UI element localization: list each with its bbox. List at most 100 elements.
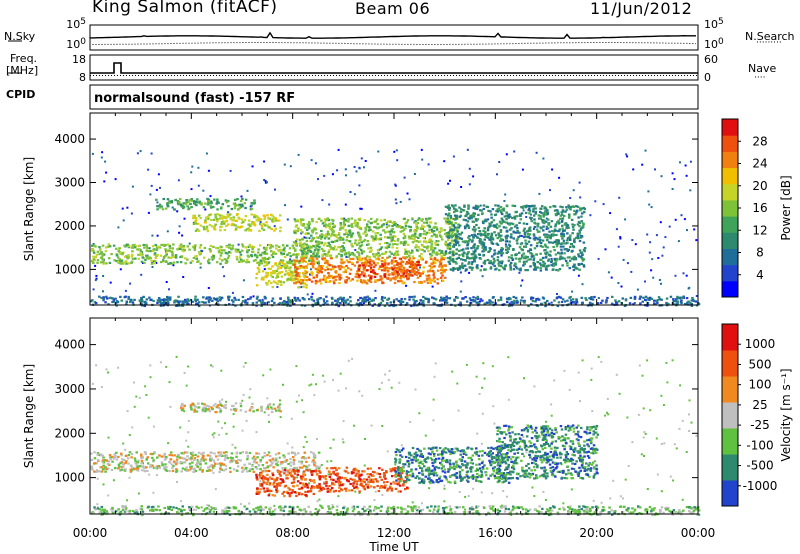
heatmap-cell: [117, 256, 120, 259]
heatmap-cell: [279, 251, 283, 254]
heatmap-cell: [151, 456, 154, 459]
heatmap-cell: [290, 262, 293, 265]
heatmap-cell: [155, 188, 158, 191]
heatmap-cell: [569, 238, 572, 241]
heatmap-cell: [233, 207, 237, 210]
heatmap-cell: [428, 225, 431, 229]
heatmap-cell: [366, 255, 369, 258]
heatmap-cell: [288, 260, 291, 263]
heatmap-cell: [126, 243, 129, 246]
heatmap-cell: [323, 302, 327, 305]
heatmap-cell: [204, 202, 207, 205]
heatmap-cell: [470, 253, 474, 256]
heatmap-cell: [229, 213, 232, 216]
heatmap-cell: [326, 244, 329, 247]
heatmap-cell: [448, 262, 452, 265]
heatmap-cell: [491, 301, 494, 304]
heatmap-cell: [301, 297, 305, 300]
heatmap-cell: [305, 275, 309, 278]
heatmap-cell: [430, 267, 433, 270]
heatmap-cell: [225, 454, 229, 457]
heatmap-cell: [350, 224, 353, 227]
heatmap-cell: [94, 255, 97, 259]
heatmap-cell: [590, 378, 593, 381]
heatmap-cell: [638, 297, 642, 300]
heatmap-cell: [236, 208, 240, 211]
heatmap-cell: [281, 460, 284, 464]
heatmap-cell: [419, 272, 423, 275]
heatmap-cell: [290, 417, 293, 420]
heatmap-cell: [161, 464, 164, 467]
heatmap-cell: [127, 454, 131, 457]
heatmap-cell: [209, 458, 212, 461]
heatmap-cell: [425, 297, 428, 300]
heatmap-cell: [252, 295, 255, 298]
heatmap-cell: [496, 259, 499, 262]
heatmap-cell: [471, 228, 475, 231]
heatmap-cell: [573, 213, 576, 216]
heatmap-cell: [512, 295, 515, 299]
heatmap-cell: [550, 259, 553, 262]
heatmap-cell: [386, 302, 389, 305]
heatmap-cell: [577, 274, 580, 277]
heatmap-cell: [478, 241, 482, 244]
heatmap-cell: [273, 504, 276, 507]
nsky-label: N.Sky: [4, 30, 36, 43]
power-colorbar-tick-label: 4: [756, 268, 764, 282]
heatmap-cell: [180, 470, 183, 473]
heatmap-cell: [440, 267, 444, 270]
heatmap-cell: [397, 266, 400, 269]
heatmap-cell: [408, 254, 411, 257]
heatmap-cell: [415, 267, 418, 270]
heatmap-cell: [430, 254, 434, 257]
heatmap-cell: [453, 261, 456, 264]
power-y-tick-label: 1000: [54, 262, 85, 276]
heatmap-cell: [496, 252, 500, 255]
heatmap-cell: [364, 230, 367, 234]
heatmap-cell: [475, 301, 479, 304]
heatmap-cell: [247, 245, 250, 248]
heatmap-cell: [149, 466, 152, 469]
heatmap-cell: [494, 268, 497, 271]
heatmap-cell: [395, 149, 398, 152]
heatmap-cell: [255, 297, 259, 300]
heatmap-cell: [500, 217, 504, 220]
heatmap-cell: [463, 225, 467, 228]
heatmap-cell: [183, 217, 186, 220]
heatmap-cell: [505, 153, 508, 156]
heatmap-cell: [438, 265, 441, 268]
heatmap-cell: [295, 254, 298, 257]
heatmap-cell: [421, 158, 424, 161]
heatmap-cell: [162, 300, 166, 303]
heatmap-cell: [319, 265, 322, 268]
heatmap-cell: [419, 299, 422, 302]
heatmap-cell: [317, 467, 321, 470]
heatmap-cell: [517, 257, 521, 260]
heatmap-cell: [179, 255, 182, 259]
heatmap-cell: [487, 250, 490, 253]
heatmap-cell: [243, 463, 246, 466]
heatmap-cell: [414, 232, 417, 235]
heatmap-cell: [627, 465, 630, 467]
heatmap-cell: [145, 249, 148, 252]
heatmap-cell: [302, 446, 305, 449]
heatmap-cell: [156, 254, 159, 257]
heatmap-cell: [488, 238, 491, 241]
heatmap-cell: [562, 245, 565, 248]
heatmap-cell: [554, 223, 558, 226]
heatmap-cell: [498, 235, 501, 238]
heatmap-cell: [566, 224, 570, 227]
heatmap-cell: [621, 297, 624, 300]
heatmap-cell: [443, 484, 446, 487]
heatmap-cell: [150, 152, 153, 155]
power-colorbar-segment: [722, 183, 738, 201]
heatmap-cell: [92, 258, 96, 261]
heatmap-cell: [191, 461, 194, 464]
heatmap-cell: [240, 218, 244, 221]
heatmap-cell: [324, 278, 328, 281]
heatmap-cell: [170, 250, 174, 253]
heatmap-cell: [657, 257, 660, 259]
heatmap-cell: [396, 274, 400, 277]
heatmap-cell: [484, 231, 487, 234]
heatmap-cell: [656, 473, 659, 476]
